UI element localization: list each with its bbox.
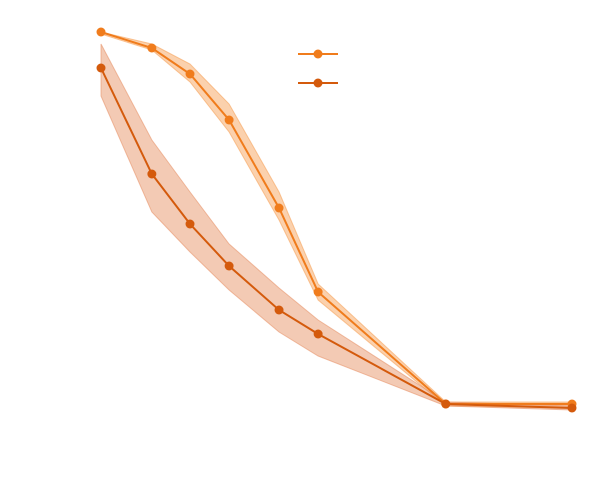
data-point: [224, 115, 234, 125]
data-point: [147, 43, 157, 53]
series-line: [100, 31, 572, 405]
data-point: [185, 219, 195, 229]
data-point: [313, 329, 323, 339]
data-point: [96, 63, 106, 73]
data-point: [185, 69, 195, 79]
data-point: [313, 287, 323, 297]
legend-marker: [313, 78, 323, 88]
series-line: [100, 67, 573, 409]
data-point: [567, 403, 577, 413]
confidence-band: [100, 43, 573, 411]
data-point: [147, 169, 157, 179]
data-point: [274, 305, 284, 315]
data-point: [274, 203, 284, 213]
data-point: [224, 261, 234, 271]
data-point: [441, 399, 451, 409]
legend-marker: [313, 49, 323, 59]
data-point: [96, 27, 106, 37]
